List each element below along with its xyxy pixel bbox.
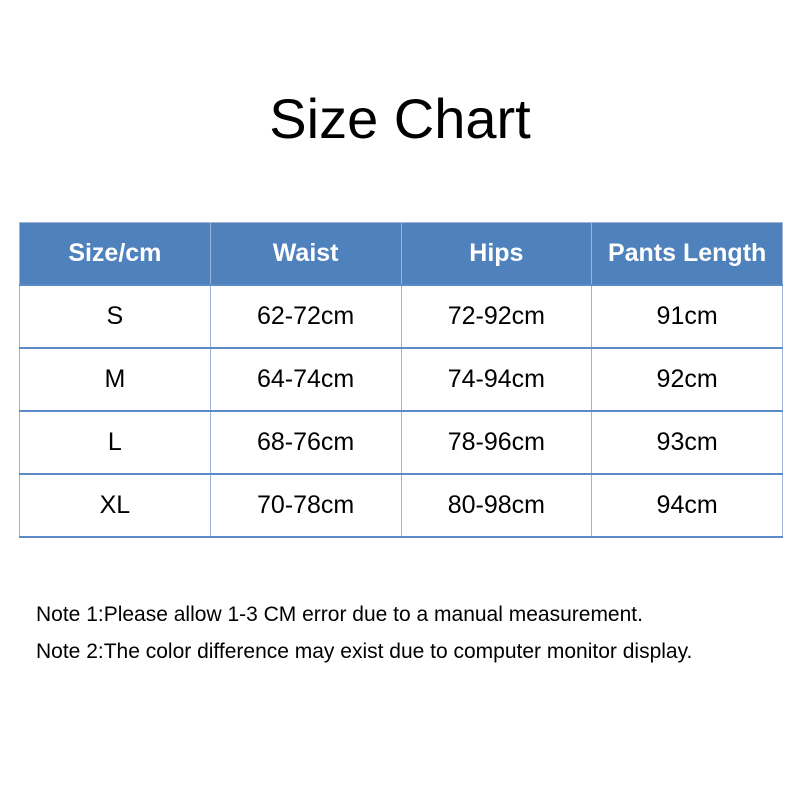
- header-pants-length: Pants Length: [591, 222, 783, 286]
- size-table: Size/cm Waist Hips Pants Length S 62-72c…: [19, 222, 783, 538]
- cell-pants-length: 91cm: [591, 284, 783, 349]
- table-row: S 62-72cm 72-92cm 91cm: [19, 284, 783, 349]
- note-2: Note 2:The color difference may exist du…: [36, 640, 693, 663]
- header-waist: Waist: [209, 222, 402, 286]
- cell-pants-length: 93cm: [591, 410, 783, 475]
- table-row: L 68-76cm 78-96cm 93cm: [19, 410, 783, 475]
- cell-waist: 68-76cm: [209, 410, 402, 475]
- page-title: Size Chart: [269, 87, 531, 150]
- cell-size: S: [19, 284, 211, 349]
- cell-hips: 78-96cm: [400, 410, 593, 475]
- cell-hips: 80-98cm: [400, 473, 593, 538]
- cell-size: L: [19, 410, 211, 475]
- table-row: XL 70-78cm 80-98cm 94cm: [19, 473, 783, 538]
- cell-waist: 64-74cm: [209, 347, 402, 412]
- cell-pants-length: 92cm: [591, 347, 783, 412]
- cell-pants-length: 94cm: [591, 473, 783, 538]
- notes: Note 1:Please allow 1-3 CM error due to …: [36, 596, 692, 670]
- table-row: M 64-74cm 74-94cm 92cm: [19, 347, 783, 412]
- header-hips: Hips: [400, 222, 593, 286]
- cell-hips: 72-92cm: [400, 284, 593, 349]
- header-row: Size/cm Waist Hips Pants Length: [19, 222, 783, 286]
- cell-waist: 70-78cm: [209, 473, 402, 538]
- header-size: Size/cm: [19, 222, 211, 286]
- note-1: Note 1:Please allow 1-3 CM error due to …: [36, 603, 643, 626]
- cell-hips: 74-94cm: [400, 347, 593, 412]
- cell-waist: 62-72cm: [209, 284, 402, 349]
- cell-size: XL: [19, 473, 211, 538]
- cell-size: M: [19, 347, 211, 412]
